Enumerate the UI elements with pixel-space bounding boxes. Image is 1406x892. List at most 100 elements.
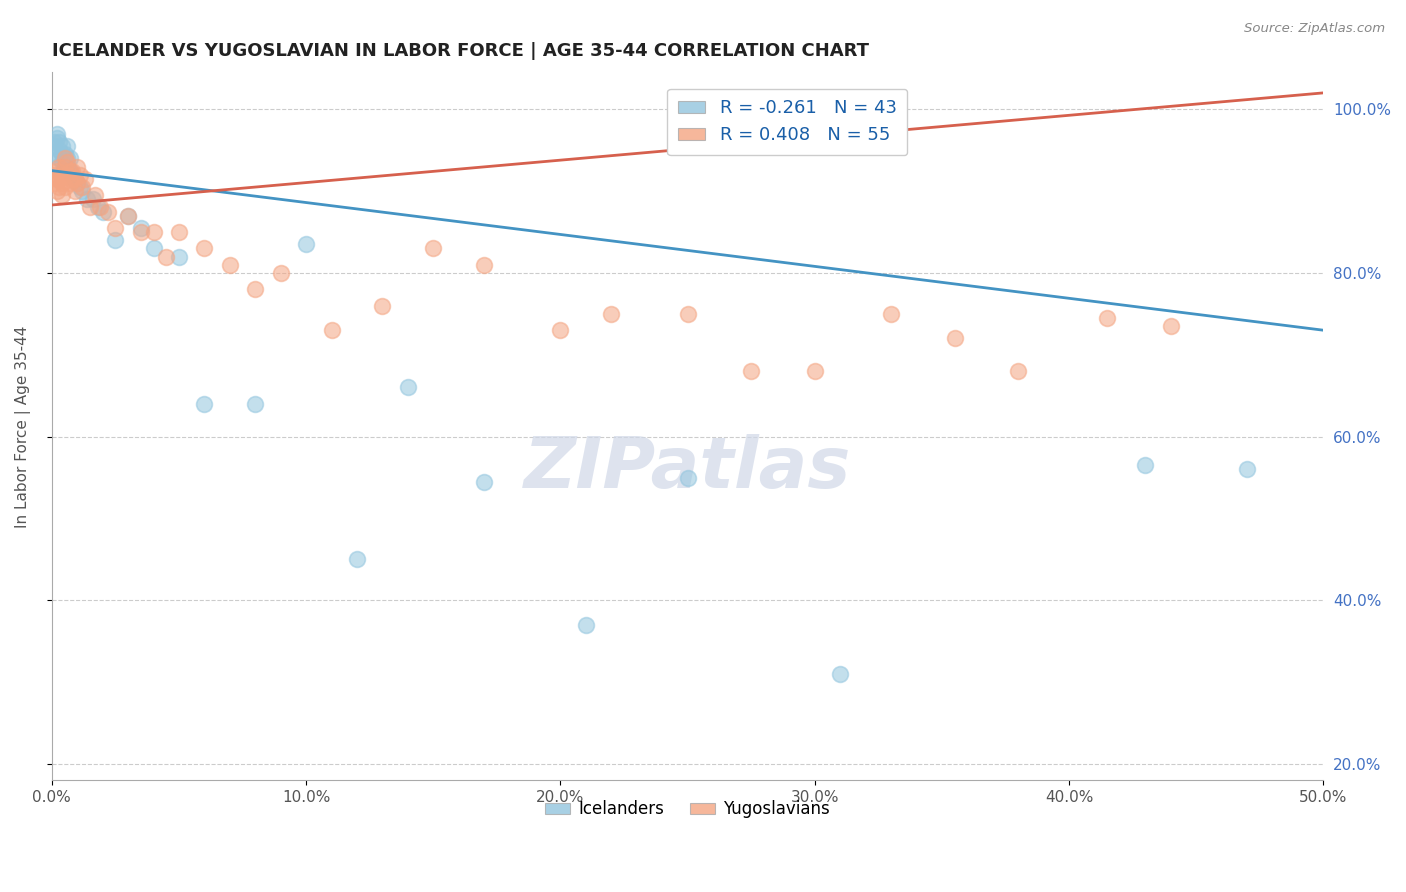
Point [270,266,292,280]
Point [880,307,903,321]
Point [69,180,91,194]
Point [60,168,83,182]
Point [218,258,240,272]
Point [371,299,394,313]
Point [76,192,98,206]
Point [600,307,623,321]
Point [104,233,127,247]
Point [66,176,89,190]
Point [84,188,107,202]
Point [51,155,73,169]
Point [53,160,76,174]
Point [193,397,215,411]
Point [60,171,83,186]
Point [44,176,66,190]
Point [79,201,101,215]
Text: ZIPatlas: ZIPatlas [524,434,851,503]
Point [59,163,82,178]
Point [86,201,108,215]
Point [66,176,89,190]
Point [53,160,76,174]
Legend: Icelanders, Yugoslavians: Icelanders, Yugoslavians [538,794,837,825]
Point [1160,319,1182,334]
Point [550,323,572,337]
Point [117,209,139,223]
Point [117,209,139,223]
Point [321,323,343,337]
Point [56,160,79,174]
Point [45,127,67,141]
Point [48,143,70,157]
Point [63,184,86,198]
Point [63,171,86,186]
Y-axis label: In Labor Force | Age 35-44: In Labor Force | Age 35-44 [15,326,31,527]
Point [575,617,598,632]
Point [56,139,79,153]
Point [82,192,104,206]
Point [142,225,165,239]
Point [45,147,67,161]
Point [53,180,76,194]
Point [72,180,94,194]
Point [44,139,66,153]
Point [167,225,190,239]
Point [396,380,419,394]
Point [472,258,495,272]
Point [155,250,177,264]
Point [48,171,70,186]
Point [66,160,89,174]
Point [51,176,73,190]
Point [44,135,66,149]
Point [45,163,67,178]
Point [97,204,120,219]
Point [89,201,111,215]
Point [245,282,267,296]
Point [59,176,82,190]
Point [346,552,368,566]
Point [142,241,165,255]
Point [676,470,699,484]
Point [943,331,966,345]
Point [104,221,127,235]
Point [1236,462,1258,476]
Point [73,171,96,186]
Point [129,225,152,239]
Point [53,147,76,161]
Point [44,168,66,182]
Point [295,237,318,252]
Point [129,221,152,235]
Point [91,204,114,219]
Point [422,241,444,255]
Point [51,188,73,202]
Point [56,152,79,166]
Text: ICELANDER VS YUGOSLAVIAN IN LABOR FORCE | AGE 35-44 CORRELATION CHART: ICELANDER VS YUGOSLAVIAN IN LABOR FORCE … [52,42,869,60]
Point [48,152,70,166]
Point [45,171,67,186]
Point [56,155,79,169]
Point [167,250,190,264]
Point [45,131,67,145]
Point [1007,364,1029,378]
Point [830,667,852,681]
Point [48,135,70,149]
Point [60,163,83,178]
Point [51,147,73,161]
Point [1095,310,1118,325]
Point [193,241,215,255]
Point [51,139,73,153]
Point [56,168,79,182]
Point [472,475,495,489]
Point [59,152,82,166]
Point [676,307,699,321]
Point [59,163,82,178]
Text: Source: ZipAtlas.com: Source: ZipAtlas.com [1244,22,1385,36]
Point [803,364,825,378]
Point [1135,458,1157,473]
Point [48,160,70,174]
Point [48,180,70,194]
Point [53,152,76,166]
Point [740,364,762,378]
Point [45,184,67,198]
Point [245,397,267,411]
Point [69,168,91,182]
